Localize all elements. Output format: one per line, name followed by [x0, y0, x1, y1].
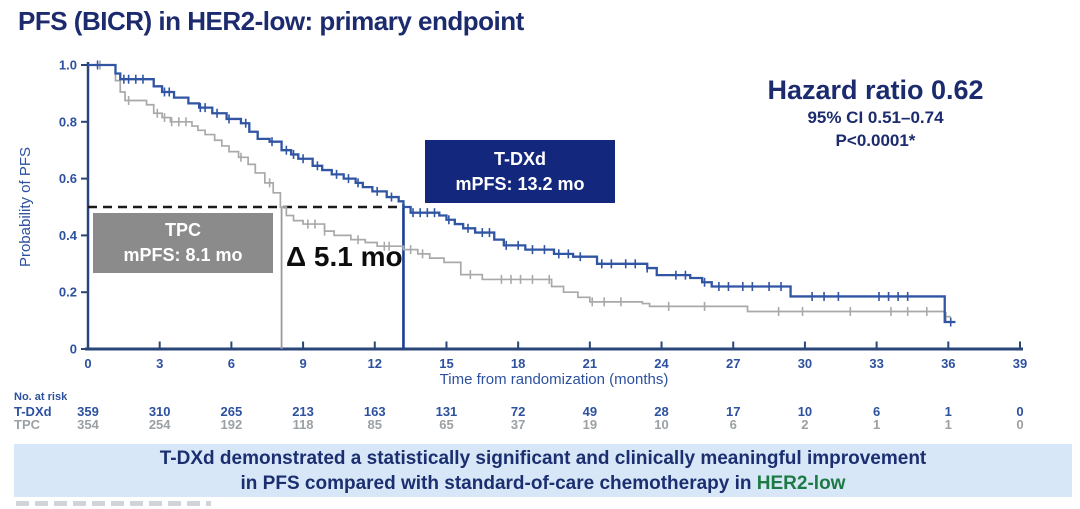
x-axis-ticks: 0 3 6 9 12 15 18 21 24 27 30 33 36 39: [84, 341, 1027, 371]
risk-count: 310: [148, 404, 171, 419]
risk-count: 6: [729, 417, 737, 432]
risk-count: 17: [725, 404, 741, 419]
p-value: P<0.0001*: [835, 131, 916, 150]
risk-count: 118: [292, 417, 314, 432]
risk-row-label: T-DXd: [14, 404, 52, 419]
risk-count: 37: [510, 417, 526, 432]
x-tick-label: 21: [583, 356, 597, 371]
y-tick-label: 0.2: [59, 285, 77, 300]
risk-count: 354: [77, 417, 99, 432]
risk-count: 265: [220, 404, 243, 419]
x-tick-label: 33: [869, 356, 883, 371]
risk-count: 72: [510, 404, 526, 419]
legend-box-tpc: TPC mPFS: 8.1 mo: [93, 213, 273, 273]
conclusion-banner: T-DXd demonstrated a statistically signi…: [14, 444, 1072, 497]
risk-count: 1: [944, 417, 952, 432]
page-title: PFS (BICR) in HER2-low: primary endpoint: [18, 6, 524, 36]
risk-row-label: TPC: [14, 417, 40, 432]
risk-count: 6: [872, 404, 881, 419]
tpc-name: TPC: [165, 220, 201, 240]
risk-count: 1: [872, 417, 881, 432]
tpc-curve: [88, 64, 951, 318]
y-axis-title: Probability of PFS: [17, 147, 34, 267]
y-tick-label: 0: [70, 342, 77, 357]
tdxd-curve: [88, 63, 956, 324]
risk-count: 28: [654, 404, 669, 419]
x-tick-label: 18: [511, 356, 525, 371]
x-tick-label: 27: [726, 356, 740, 371]
risk-count: 19: [582, 417, 598, 432]
confidence-interval: 95% CI 0.51–0.74: [807, 108, 944, 127]
risk-count: 10: [797, 404, 813, 419]
risk-count: 49: [582, 404, 598, 419]
risk-count: 359: [77, 404, 99, 419]
tdxd-censor-marks: [96, 60, 952, 327]
y-tick-label: 0.6: [59, 171, 77, 186]
risk-count: 192: [220, 417, 243, 432]
risk-count: 131: [435, 404, 458, 419]
risk-count: 213: [292, 404, 314, 419]
x-tick-label: 36: [941, 356, 955, 371]
hazard-ratio-block: Hazard ratio 0.62 95% CI 0.51–0.74 P<0.0…: [728, 74, 1023, 152]
y-axis-ticks: 0 0.2 0.4 0.6 0.8 1.0: [59, 58, 88, 357]
risk-count: 0: [1016, 417, 1024, 432]
x-tick-label: 15: [439, 356, 453, 371]
conclusion-line1: T-DXd demonstrated a statistically signi…: [159, 447, 927, 469]
y-tick-label: 0.8: [59, 114, 77, 129]
x-tick-label: 24: [654, 356, 669, 371]
hazard-ratio-value: Hazard ratio 0.62: [767, 75, 984, 105]
x-tick-label: 9: [299, 356, 306, 371]
x-tick-label: 39: [1013, 356, 1027, 371]
x-axis-title: Time from randomization (months): [440, 371, 669, 388]
footnote-cutoff: [16, 501, 211, 506]
conclusion-line2: in PFS compared with standard-of-care ch…: [240, 472, 846, 494]
tpc-mpfs: mPFS: 8.1 mo: [123, 245, 243, 265]
y-tick-label: 0.4: [59, 228, 78, 243]
x-tick-label: 3: [156, 356, 163, 371]
risk-count: 85: [367, 417, 382, 432]
risk-count: 1: [944, 404, 952, 419]
x-tick-label: 30: [798, 356, 812, 371]
legend-box-tdxd: T-DXd mPFS: 13.2 mo: [425, 140, 615, 203]
x-tick-label: 6: [228, 356, 235, 371]
risk-count: 65: [439, 417, 454, 432]
median-delta-label: Δ 5.1 mo: [286, 241, 403, 272]
tpc-censor-marks: [99, 60, 947, 322]
tdxd-name: T-DXd: [494, 148, 546, 169]
tdxd-mpfs: mPFS: 13.2 mo: [455, 173, 585, 194]
risk-count: 2: [801, 417, 809, 432]
her2-low-highlight: HER2-low: [756, 472, 846, 494]
x-tick-label: 0: [84, 356, 91, 371]
risk-count: 10: [654, 417, 669, 432]
x-tick-label: 12: [368, 356, 382, 371]
y-tick-label: 1.0: [59, 58, 77, 73]
risk-count: 163: [363, 404, 386, 419]
risk-table-caption: No. at risk: [14, 391, 68, 403]
risk-count: 0: [1016, 404, 1024, 419]
risk-count: 254: [148, 417, 171, 432]
